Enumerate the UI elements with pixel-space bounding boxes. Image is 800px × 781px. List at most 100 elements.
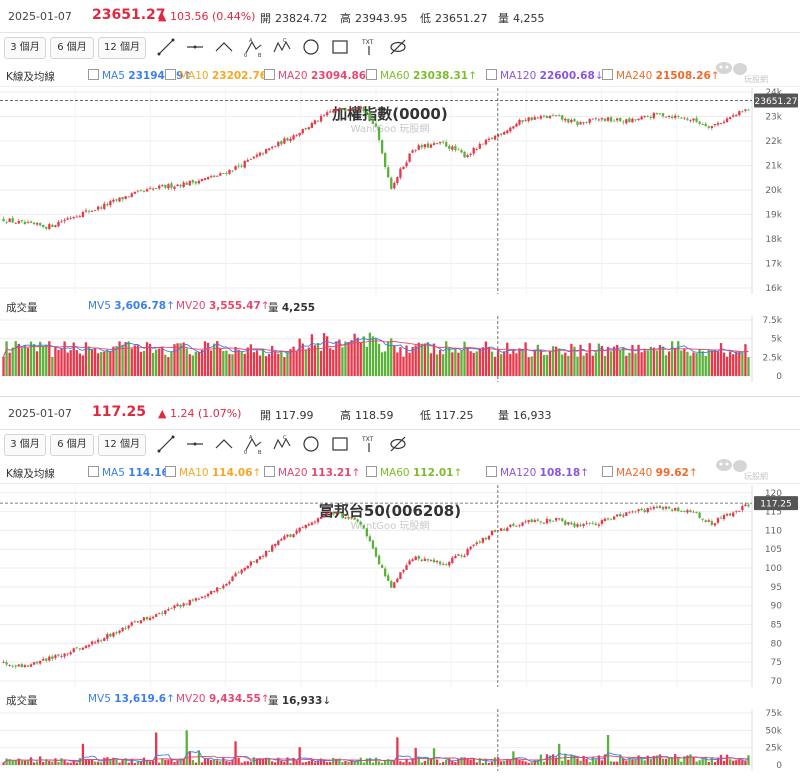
- ma-toggle-ma120[interactable]: MA120 108.18↑: [486, 466, 589, 479]
- horizontal-line-icon[interactable]: [185, 37, 205, 57]
- candle-body: [258, 556, 262, 560]
- period-3m-button[interactable]: 3 個月: [4, 37, 46, 59]
- trend-line-icon[interactable]: [156, 434, 176, 454]
- vol-tick-label: 75k: [765, 709, 782, 719]
- rectangle-tool-icon[interactable]: [330, 434, 350, 454]
- ma-toggle-ma240[interactable]: MA240 21508.26↑: [602, 69, 720, 82]
- volume-chart[interactable]: 0 2.5k 5k 7.5k: [0, 316, 800, 382]
- candle-body: [649, 116, 652, 118]
- circle-tool-icon[interactable]: [301, 37, 321, 57]
- candle-body: [558, 518, 561, 520]
- mv20-line: [3, 755, 749, 763]
- candle-body: [451, 557, 454, 563]
- circle-tool-icon[interactable]: [301, 434, 321, 454]
- candle-body: [200, 596, 204, 599]
- volume-bar: [616, 761, 619, 765]
- candle-body: [325, 513, 329, 515]
- volume-bar: [396, 352, 399, 376]
- hide-drawings-icon[interactable]: [388, 434, 408, 454]
- volume-bar: [298, 747, 301, 765]
- candle-body: [402, 570, 405, 572]
- horizontal-line-icon[interactable]: [185, 434, 205, 454]
- period-6m-button[interactable]: 6 個月: [50, 434, 94, 456]
- ma-toggle-ma20[interactable]: MA20 113.21↑: [264, 466, 360, 479]
- candle-body: [81, 212, 85, 218]
- candle-body: [188, 180, 191, 186]
- xabcd-pattern-icon[interactable]: C: [272, 434, 292, 454]
- candle-body: [472, 147, 475, 154]
- svg-text:TXT: TXT: [361, 39, 374, 46]
- candle-body: [728, 513, 732, 516]
- volume-bar: [356, 760, 359, 765]
- vol-ma-mv5: MV5 3,606.78↑: [88, 300, 175, 312]
- volume-bar: [387, 759, 390, 765]
- volume-bar: [716, 351, 720, 376]
- ma-toggle-ma120[interactable]: MA120 22600.68↓: [486, 69, 604, 82]
- volume-bar: [411, 758, 414, 765]
- period-3m-button[interactable]: 3 個月: [4, 434, 46, 456]
- volume-bar: [408, 762, 411, 765]
- candle-body: [619, 514, 622, 517]
- ma-toggle-ma10[interactable]: MA10 114.06↑: [165, 466, 261, 479]
- volume-bar: [423, 343, 427, 376]
- volume-bar: [362, 336, 365, 376]
- ma-toggle-ma240[interactable]: MA240 99.62↑: [602, 466, 698, 479]
- rectangle-tool-icon[interactable]: [330, 37, 350, 57]
- ma-toggle-ma20[interactable]: MA20 23094.86↑: [264, 69, 375, 82]
- xabcd-pattern-icon[interactable]: C: [272, 37, 292, 57]
- period-12m-button[interactable]: 12 個月: [98, 37, 146, 59]
- candle-body: [643, 510, 646, 512]
- candle-body: [393, 582, 396, 588]
- svg-text:玩股網: 玩股網: [744, 74, 768, 84]
- volume-bar: [689, 754, 692, 765]
- candle-body: [310, 522, 314, 525]
- volume-bar: [576, 356, 579, 376]
- polyline-icon[interactable]: [214, 434, 234, 454]
- candle-body: [246, 160, 249, 162]
- ma-toggle-ma60[interactable]: MA60 23038.31↑: [366, 69, 477, 82]
- volume-bar: [301, 343, 304, 376]
- candle-body: [423, 144, 427, 148]
- ma-toggle-ma60[interactable]: MA60 112.01↑: [366, 466, 462, 479]
- candlestick-chart[interactable]: 70 75 80 85 90 95 100 105 110 115 120 WantGoo 玩股網富邦…: [0, 485, 800, 687]
- volume-bar: [45, 344, 48, 376]
- ma-toggle-ma10[interactable]: MA10 23202.76 ↑: [165, 69, 276, 82]
- volume-bar: [231, 354, 234, 376]
- text-tool-icon[interactable]: TXT: [359, 434, 379, 454]
- period-6m-button[interactable]: 6 個月: [50, 37, 94, 59]
- vol-ma-mv20: MV20 9,434.55↑: [176, 693, 270, 705]
- volume-chart[interactable]: 0 25k 50k 75k: [0, 709, 800, 771]
- candle-body: [396, 578, 399, 583]
- volume-bar: [390, 338, 393, 376]
- candle-body: [286, 138, 289, 141]
- volume-bar: [530, 356, 533, 376]
- polyline-icon[interactable]: [214, 37, 234, 57]
- trend-line-icon[interactable]: [156, 37, 176, 57]
- abc-pattern-icon[interactable]: A 0 B: [243, 434, 263, 454]
- volume-bar: [103, 351, 106, 376]
- volume-bar: [344, 761, 347, 765]
- volume-bar: [213, 759, 216, 765]
- candle-body: [130, 622, 133, 626]
- candle-body: [548, 115, 552, 119]
- volume-bar: [484, 341, 488, 376]
- volume-bar: [206, 759, 210, 765]
- period-12m-button[interactable]: 12 個月: [98, 434, 146, 456]
- candle-body: [506, 130, 509, 134]
- volume-bar: [130, 348, 133, 376]
- candle-body: [704, 123, 707, 127]
- volume-bar: [283, 357, 286, 376]
- volume-bar: [438, 349, 442, 376]
- svg-text:0: 0: [244, 53, 247, 57]
- volume-bar: [472, 353, 475, 376]
- abc-pattern-icon[interactable]: A 0 B: [243, 37, 263, 57]
- ma-arrow: ↓: [594, 70, 604, 82]
- volume-bar: [463, 757, 466, 765]
- volume-bar: [588, 343, 591, 376]
- candlestick-chart[interactable]: 16k 17k 18k 19k 20k 21k 22k 23k 24k WantGoo 玩股網加權…: [0, 88, 800, 294]
- hide-drawings-icon[interactable]: [388, 37, 408, 57]
- text-tool-icon[interactable]: TXT: [359, 37, 379, 57]
- volume-bar: [151, 353, 155, 376]
- candle-body: [69, 652, 72, 655]
- ma-value: 108.18: [539, 467, 581, 479]
